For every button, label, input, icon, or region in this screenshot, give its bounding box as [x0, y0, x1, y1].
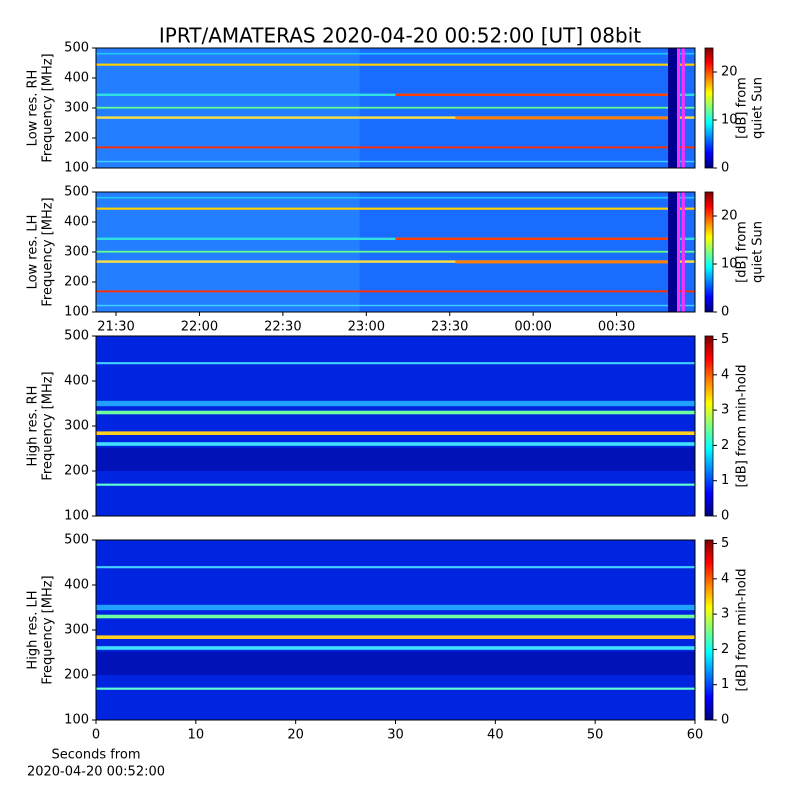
spectrogram [96, 48, 695, 168]
y-tick-label: 200 [64, 668, 89, 683]
colorbar-tick-label: 4 [721, 571, 729, 586]
colorbar [704, 47, 714, 169]
colorbar-tick-label: 2 [721, 642, 729, 657]
x-axis-label: Seconds from [51, 748, 140, 763]
y-tick-label: 100 [64, 305, 89, 320]
y-tick-label: 100 [64, 161, 89, 176]
x-tick-label: 30 [387, 728, 404, 743]
x-tick-label: 10 [188, 728, 205, 743]
colorbar-tick-label: 1 [721, 677, 729, 692]
y-axis-label: Frequency [MHz] [41, 371, 56, 480]
colorbar-tick-label: 20 [721, 65, 738, 80]
spectrogram [96, 540, 695, 720]
x-tick-label: 22:00 [181, 320, 218, 335]
y-tick-label: 200 [64, 275, 89, 290]
colorbar-tick-label: 5 [721, 332, 729, 347]
y-tick-label: 300 [64, 101, 89, 116]
colorbar-label: [dB] from [735, 77, 750, 139]
x-tick-label: 00:00 [514, 320, 551, 335]
colorbar-label: quiet Sun [751, 221, 766, 283]
colorbar-label: quiet Sun [751, 77, 766, 139]
x-tick-label: 23:30 [431, 320, 468, 335]
x-tick-label: 21:30 [97, 320, 134, 335]
colorbar-label: [dB] from [735, 221, 750, 283]
colorbar-tick-label: 0 [721, 713, 729, 728]
colorbar-tick-label: 0 [721, 305, 729, 320]
colorbar-tick-label: 0 [721, 509, 729, 524]
colorbar-label: [dB] from min-hold [735, 364, 750, 487]
colorbar-tick-label: 10 [721, 257, 738, 272]
colorbar-tick-label: 3 [721, 403, 729, 418]
y-axis-label: Frequency [MHz] [41, 53, 56, 162]
y-tick-label: 400 [64, 215, 89, 230]
y-axis-label: Frequency [MHz] [41, 197, 56, 306]
y-tick-label: 400 [64, 578, 89, 593]
x-tick-label: 40 [487, 728, 504, 743]
colorbar [704, 539, 714, 721]
y-tick-label: 200 [64, 131, 89, 146]
y-tick-label: 500 [64, 329, 89, 344]
colorbar [704, 191, 714, 313]
y-axis-label: Low res. RH [26, 70, 41, 147]
spectrogram [96, 336, 695, 516]
colorbar-tick-label: 20 [721, 209, 738, 224]
colorbar-tick-label: 5 [721, 536, 729, 551]
colorbar-tick-label: 0 [721, 161, 729, 176]
y-axis-label: Frequency [MHz] [41, 575, 56, 684]
colorbar-tick-label: 3 [721, 607, 729, 622]
colorbar-label: [dB] from min-hold [735, 568, 750, 691]
x-tick-label: 23:00 [348, 320, 385, 335]
x-tick-label: 20 [287, 728, 304, 743]
y-tick-label: 300 [64, 419, 89, 434]
x-tick-label: 50 [587, 728, 604, 743]
x-tick-label: 22:30 [264, 320, 301, 335]
x-tick-label: 60 [687, 728, 704, 743]
colorbar [704, 335, 714, 517]
colorbar-tick-label: 10 [721, 113, 738, 128]
y-tick-label: 500 [64, 185, 89, 200]
y-tick-label: 400 [64, 71, 89, 86]
y-axis-label: Low res. LH [26, 215, 41, 290]
y-tick-label: 300 [64, 623, 89, 638]
y-tick-label: 100 [64, 713, 89, 728]
y-tick-label: 500 [64, 533, 89, 548]
y-tick-label: 300 [64, 245, 89, 260]
title: IPRT/AMATERAS 2020-04-20 00:52:00 [UT] 0… [159, 24, 641, 48]
spectrogram [96, 192, 695, 312]
x-tick-label: 00:30 [598, 320, 635, 335]
y-tick-label: 500 [64, 41, 89, 56]
x-tick-label: 0 [92, 728, 100, 743]
y-tick-label: 400 [64, 374, 89, 389]
y-axis-label: High res. LH [26, 590, 41, 669]
colorbar-tick-label: 1 [721, 473, 729, 488]
x-axis-label: 2020-04-20 00:52:00 [27, 765, 165, 780]
colorbar-tick-label: 2 [721, 438, 729, 453]
y-axis-label: High res. RH [26, 386, 41, 467]
y-tick-label: 100 [64, 509, 89, 524]
colorbar-tick-label: 4 [721, 367, 729, 382]
y-tick-label: 200 [64, 464, 89, 479]
